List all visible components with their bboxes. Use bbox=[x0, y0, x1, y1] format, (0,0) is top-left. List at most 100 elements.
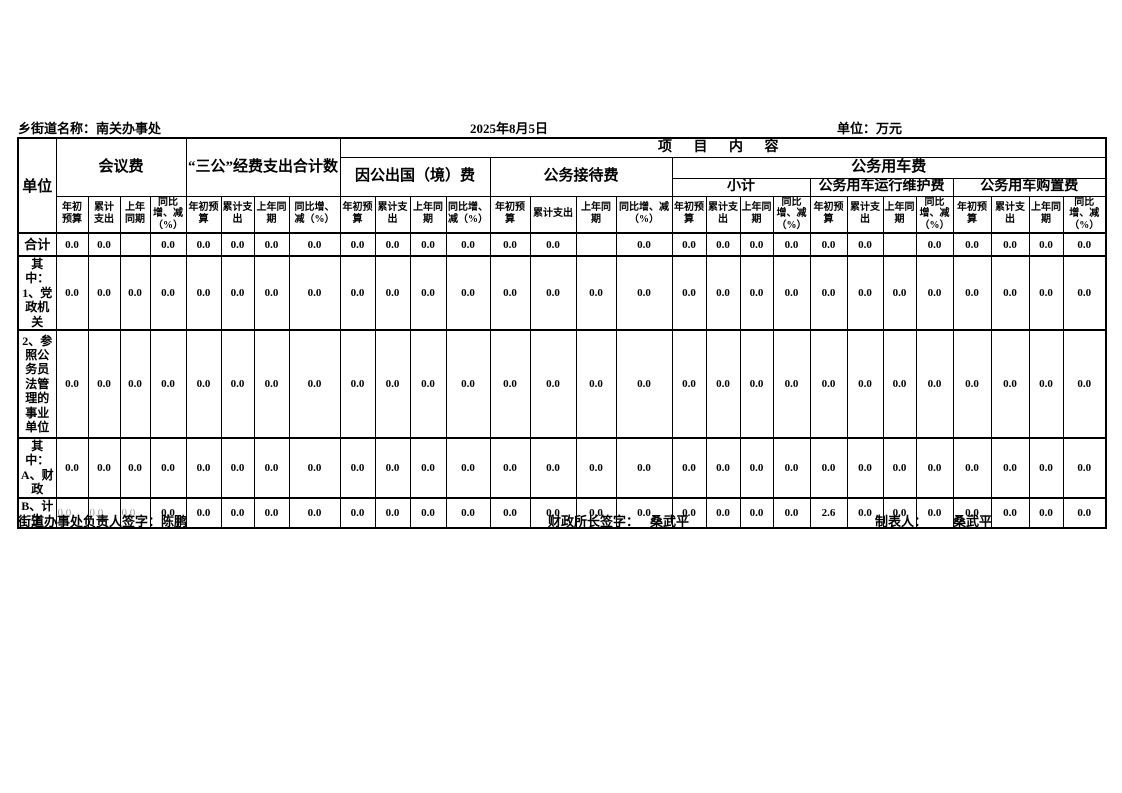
table-cell: 0.0 bbox=[220, 328, 255, 439]
table-cell: 0.0 bbox=[809, 328, 848, 439]
table-cell: 0.0 bbox=[739, 328, 774, 439]
table-cell: 0.0 bbox=[990, 496, 1030, 529]
column-sub-header: 上年同期 bbox=[882, 195, 917, 234]
table-cell: 0.0 bbox=[846, 436, 884, 499]
table-cell: 0.0 bbox=[772, 232, 811, 257]
table-cell: 0.0 bbox=[952, 496, 992, 529]
table-cell: 0.0 bbox=[772, 436, 811, 499]
table-cell: 0.0 bbox=[705, 255, 741, 331]
table-cell: 0.0 bbox=[846, 255, 884, 331]
table-cell: 0.0 bbox=[952, 436, 992, 499]
table-cell: 0.0 bbox=[1062, 496, 1107, 529]
table-cell: 0.0 bbox=[55, 255, 89, 331]
table-cell: 0.0 bbox=[253, 255, 290, 331]
table-cell: 0.0 bbox=[772, 328, 811, 439]
table-cell: 0.0 bbox=[339, 328, 376, 439]
table-cell: 0.0 bbox=[882, 328, 917, 439]
column-sub-header: 年初预算 bbox=[55, 195, 89, 234]
table-cell: 0.0 bbox=[1028, 328, 1064, 439]
table-cell: 0.0 bbox=[846, 328, 884, 439]
table-cell: 0.0 bbox=[55, 496, 89, 529]
column-sub-header: 上年同期 bbox=[1028, 195, 1064, 234]
table-cell: 0.0 bbox=[846, 496, 884, 529]
table-cell: 0.0 bbox=[55, 436, 89, 499]
table-cell: 0.0 bbox=[1062, 328, 1107, 439]
table-cell: 0.0 bbox=[529, 436, 577, 499]
group-header-vehicle-fee: 公务用车费 bbox=[671, 156, 1107, 179]
row-label: 其中：1、党政机关 bbox=[17, 255, 57, 331]
table-cell: 0.0 bbox=[489, 436, 531, 499]
column-sub-header: 同比增、减（%） bbox=[1062, 195, 1107, 234]
table-cell: 0.0 bbox=[915, 436, 954, 499]
table-cell: 0.0 bbox=[1028, 232, 1064, 257]
column-sub-header: 年初预算 bbox=[671, 195, 707, 234]
table-row: 其中：A、财政 0.0 0.0 0.0 0.0 0.0 0.0 0.0 0.0 0.0 0.0 0.0… bbox=[17, 436, 1107, 499]
table-cell: 0.0 bbox=[185, 232, 222, 257]
column-sub-header: 累计支出 bbox=[374, 195, 411, 234]
table-cell: 0.0 bbox=[288, 232, 341, 257]
table-cell: 0.0 bbox=[990, 436, 1030, 499]
table-cell: 0.0 bbox=[87, 232, 121, 257]
column-sub-header: 累计支出 bbox=[220, 195, 255, 234]
table-cell: 0.0 bbox=[529, 328, 577, 439]
table-cell: 0.0 bbox=[253, 496, 290, 529]
group-header-reception-fee: 公务接待费 bbox=[489, 156, 673, 197]
group-header-meeting-fee: 会议费 bbox=[55, 137, 187, 197]
column-sub-header: 同比增、减（%） bbox=[615, 195, 673, 234]
table-row: 2、参照公务员法管理的事业单位 0.0 0.0 0.0 0.0 0.0 0.0 0.0 0.0 0… bbox=[17, 328, 1107, 439]
row-label: 2、参照公务员法管理的事业单位 bbox=[17, 328, 57, 439]
table-cell: 0.0 bbox=[1028, 255, 1064, 331]
table-cell: 0.0 bbox=[529, 255, 577, 331]
table-cell: 0.0 bbox=[339, 232, 376, 257]
table-cell: 0.0 bbox=[529, 232, 577, 257]
group-header-vehicle-purchase: 公务用车购置费 bbox=[952, 177, 1107, 197]
table-cell: 0.0 bbox=[739, 496, 774, 529]
column-sub-header: 累计支出 bbox=[87, 195, 121, 234]
table-cell: 0.0 bbox=[615, 232, 673, 257]
corner-header-unit: 单位 bbox=[17, 137, 57, 234]
table-cell bbox=[882, 232, 917, 257]
table-cell: 0.0 bbox=[445, 255, 491, 331]
table-cell: 0.0 bbox=[882, 436, 917, 499]
table-cell: 0.0 bbox=[288, 328, 341, 439]
table-cell: 0.0 bbox=[671, 255, 707, 331]
table-cell: 0.0 bbox=[409, 436, 447, 499]
table-cell: 0.0 bbox=[149, 232, 187, 257]
preparer-name: 桑武平 bbox=[953, 514, 993, 529]
table-cell: 0.0 bbox=[149, 255, 187, 331]
table-cell: 0.0 bbox=[119, 255, 151, 331]
table-row: B、计生 0.0 0.0 0.0 0.0 0.0 0.0 0.0 0.0 0.0 0.0 0.0 0.0… bbox=[17, 496, 1107, 529]
table-cell: 0.0 bbox=[1028, 496, 1064, 529]
table-cell: 0.0 bbox=[253, 436, 290, 499]
table-cell: 0.0 bbox=[705, 436, 741, 499]
table-cell: 0.0 bbox=[772, 255, 811, 331]
table-cell: 0.0 bbox=[119, 328, 151, 439]
group-header-vehicle-subtotal: 小计 bbox=[671, 177, 811, 197]
table-cell: 0.0 bbox=[575, 496, 617, 529]
table-cell: 0.0 bbox=[489, 328, 531, 439]
finance-signature-name: 桑武平 bbox=[650, 514, 690, 529]
table-cell: 0.0 bbox=[55, 232, 89, 257]
column-sub-header: 年初预算 bbox=[185, 195, 222, 234]
table-cell: 0.0 bbox=[445, 496, 491, 529]
table-cell: 0.0 bbox=[671, 496, 707, 529]
table-row: 其中：1、党政机关 0.0 0.0 0.0 0.0 0.0 0.0 0.0 0.0 0.0 0.0 0… bbox=[17, 255, 1107, 331]
table-cell: 0.0 bbox=[409, 328, 447, 439]
table-cell: 0.0 bbox=[374, 232, 411, 257]
table-cell: 0.0 bbox=[445, 232, 491, 257]
table-cell: 0.0 bbox=[882, 496, 917, 529]
row-label: 其中：A、财政 bbox=[17, 436, 57, 499]
table-cell: 0.0 bbox=[253, 328, 290, 439]
table-cell: 0.0 bbox=[374, 496, 411, 529]
table-cell: 0.0 bbox=[739, 436, 774, 499]
table-cell: 0.0 bbox=[1028, 436, 1064, 499]
table-cell: 0.0 bbox=[575, 255, 617, 331]
table-cell: 0.0 bbox=[220, 496, 255, 529]
table-cell: 0.0 bbox=[445, 328, 491, 439]
table-cell: 0.0 bbox=[185, 255, 222, 331]
table-cell: 0.0 bbox=[1062, 255, 1107, 331]
row-label: B、计生 bbox=[17, 496, 57, 529]
table-cell: 0.0 bbox=[489, 232, 531, 257]
group-header-vehicle-maintenance: 公务用车运行维护费 bbox=[809, 177, 954, 197]
